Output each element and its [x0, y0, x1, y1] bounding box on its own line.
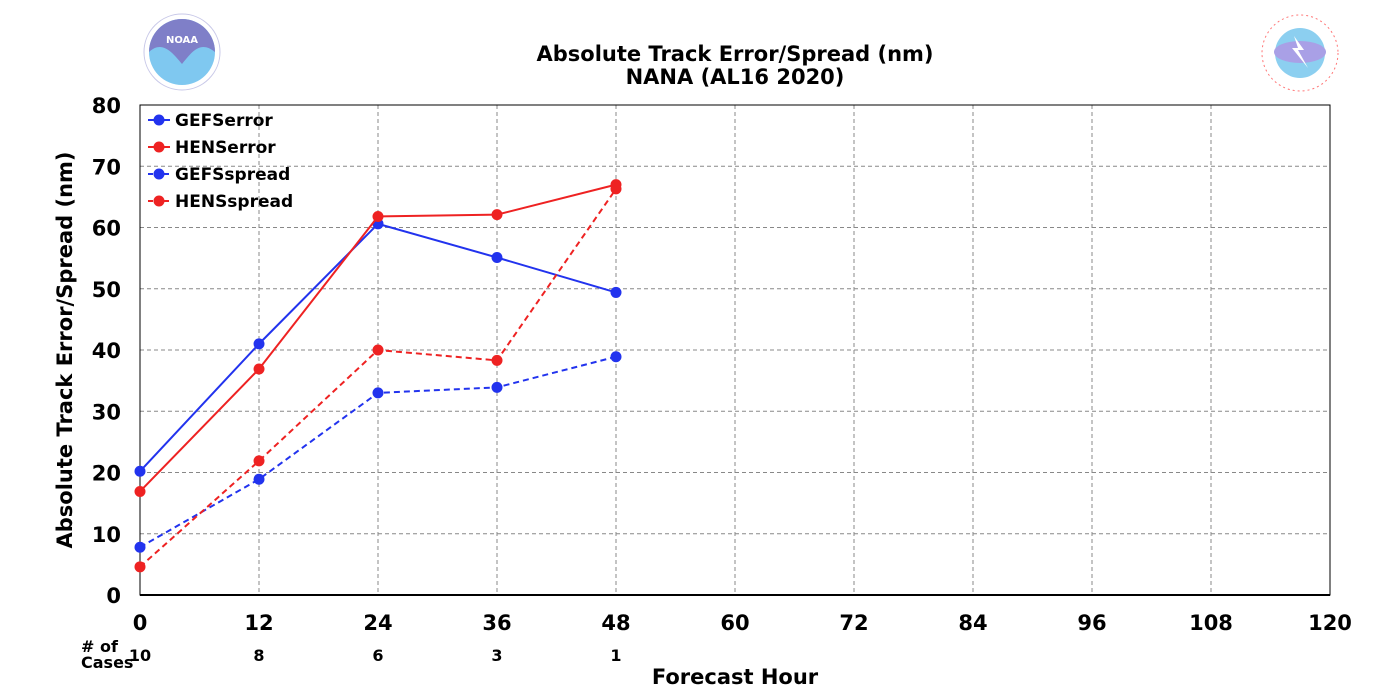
y-tick-label: 40 — [92, 339, 121, 363]
legend-marker — [153, 195, 165, 207]
x-tick-label: 36 — [482, 611, 511, 635]
x-tick-label: 12 — [244, 611, 273, 635]
x-tick-label: 120 — [1308, 611, 1352, 635]
cases-row: 10 8 6 3 1 — [129, 646, 622, 665]
noaa-logo-bird — [149, 19, 215, 64]
x-tick-label: 48 — [601, 611, 630, 635]
data-point-hensspread — [491, 354, 503, 366]
series-group — [134, 179, 622, 573]
legend-label: GEFSspread — [175, 165, 290, 185]
y-tick-label: 70 — [92, 155, 121, 179]
nws-logo-cloud — [1274, 41, 1326, 63]
data-point-gefserror — [610, 286, 622, 298]
data-point-gefsspread — [253, 473, 265, 485]
data-point-gefsspread — [491, 381, 503, 393]
legend-label: HENSerror — [175, 138, 276, 158]
data-point-hensspread — [372, 344, 384, 356]
data-point-henserror — [253, 363, 265, 375]
x-tick-label: 84 — [958, 611, 987, 635]
y-tick-labels: 0 10 20 30 40 50 60 70 80 — [92, 94, 121, 608]
chart-title: Absolute Track Error/Spread (nm) — [536, 42, 934, 66]
y-tick-label: 30 — [92, 400, 121, 424]
y-tick-label: 0 — [106, 584, 121, 608]
x-tick-labels: 0 12 24 36 48 60 72 84 96 108 120 — [133, 611, 1352, 635]
data-point-hensspread — [134, 561, 146, 573]
x-tick-label: 72 — [839, 611, 868, 635]
case-count: 6 — [372, 646, 383, 665]
y-tick-label: 50 — [92, 278, 121, 302]
data-point-gefserror — [134, 465, 146, 477]
legend-marker — [153, 168, 165, 180]
data-point-henserror — [372, 210, 384, 222]
chart-subtitle: NANA (AL16 2020) — [625, 65, 845, 89]
x-tick-label: 60 — [720, 611, 749, 635]
y-tick-label: 80 — [92, 94, 121, 118]
cases-label-line2: Cases — [81, 653, 133, 672]
x-tick-label: 24 — [363, 611, 392, 635]
x-tick-label: 0 — [133, 611, 148, 635]
legend-label: GEFSerror — [175, 111, 273, 131]
legend-label: HENSspread — [175, 192, 293, 212]
nws-logo — [1261, 14, 1339, 92]
noaa-logo-text: NOAA — [166, 35, 198, 46]
data-point-henserror — [491, 209, 503, 221]
x-tick-label: 96 — [1077, 611, 1106, 635]
x-axis-label: Forecast Hour — [652, 665, 819, 689]
y-tick-label: 10 — [92, 523, 121, 547]
data-point-gefserror — [491, 252, 503, 264]
case-count: 3 — [491, 646, 502, 665]
data-point-gefsspread — [610, 351, 622, 363]
data-point-hensspread — [253, 455, 265, 467]
legend-marker — [153, 141, 165, 153]
data-point-gefserror — [253, 338, 265, 350]
case-count: 1 — [610, 646, 621, 665]
legend-marker — [153, 114, 165, 126]
data-point-gefsspread — [372, 387, 384, 399]
noaa-logo: NOAA — [143, 13, 221, 91]
data-point-gefsspread — [134, 541, 146, 553]
grid-lines — [140, 105, 1330, 595]
cases-label-line1: # of — [81, 637, 119, 656]
legend: GEFSerror HENSerror GEFSspread HENSspread — [148, 111, 293, 212]
case-count: 8 — [253, 646, 264, 665]
y-tick-label: 20 — [92, 462, 121, 486]
x-tick-label: 108 — [1189, 611, 1233, 635]
data-point-hensspread — [610, 183, 622, 195]
y-tick-label: 60 — [92, 217, 121, 241]
data-point-henserror — [134, 485, 146, 497]
case-count: 10 — [129, 646, 151, 665]
y-axis-label: Absolute Track Error/Spread (nm) — [53, 151, 77, 548]
